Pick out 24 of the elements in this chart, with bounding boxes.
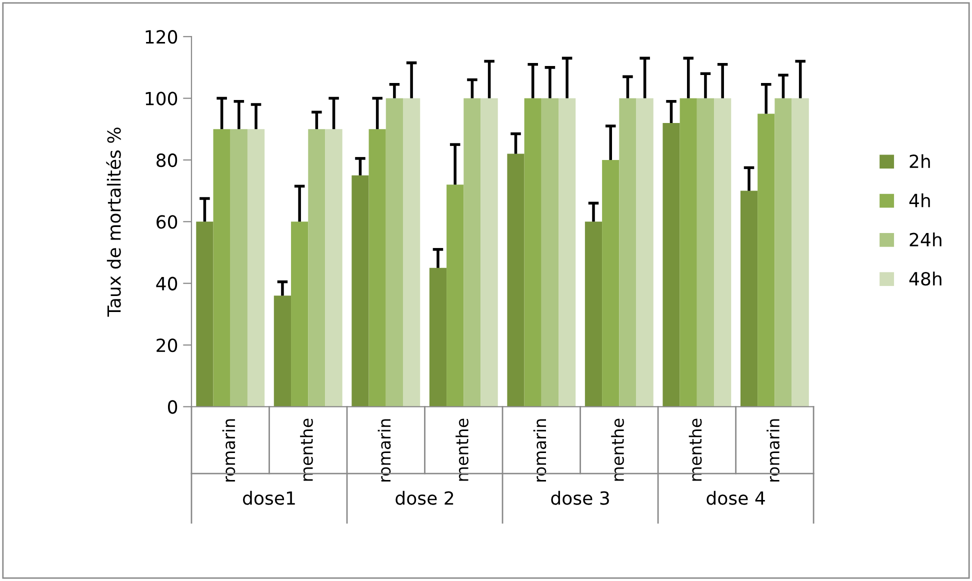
legend-label: 4h xyxy=(909,193,930,208)
y-tick-label: 20 xyxy=(156,338,178,352)
legend-label: 2h xyxy=(910,154,930,168)
text: dose 3 xyxy=(551,490,609,505)
y-tick-label: 40 xyxy=(156,276,178,290)
text: dose1 xyxy=(242,490,295,505)
y-tick-label: 120 xyxy=(146,30,178,44)
x-tick-label: romarin xyxy=(222,419,236,482)
y-tick-label: 60 xyxy=(156,215,178,229)
legend-label: 48h xyxy=(909,272,942,286)
x-tick-label: romarin xyxy=(378,419,391,482)
text: dose 4 xyxy=(706,490,765,505)
text: dose 2 xyxy=(396,490,454,505)
x-tick-label: romarin xyxy=(533,419,546,482)
x-tick-label: menthe xyxy=(611,418,624,481)
x-tick-label: menthe xyxy=(456,418,468,481)
x-tick-label: menthe xyxy=(688,418,702,481)
y-tick-label: 0 xyxy=(168,400,178,414)
legend-label: 24h xyxy=(910,232,942,246)
x-tick-label: romarin xyxy=(766,419,780,482)
x-tick-label: menthe xyxy=(300,418,313,481)
y-tick-label: 100 xyxy=(146,92,178,106)
y-tick-label: 80 xyxy=(156,153,178,168)
y-axis-title: Taux de mortalités % xyxy=(106,128,121,317)
